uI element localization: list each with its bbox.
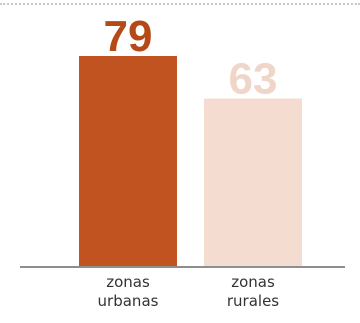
category-label-0-line-0: zonas <box>106 273 150 291</box>
bar-1 <box>204 98 302 266</box>
top-dotted-divider <box>0 3 360 5</box>
category-label-1-line-0: zonas <box>231 273 275 291</box>
bar-0 <box>79 56 177 266</box>
bar-value-label-1: 63 <box>229 55 278 104</box>
category-label-1-line-1: rurales <box>227 292 279 310</box>
category-label-0-line-1: urbanas <box>98 292 159 310</box>
bar-value-label-0: 79 <box>104 12 153 61</box>
